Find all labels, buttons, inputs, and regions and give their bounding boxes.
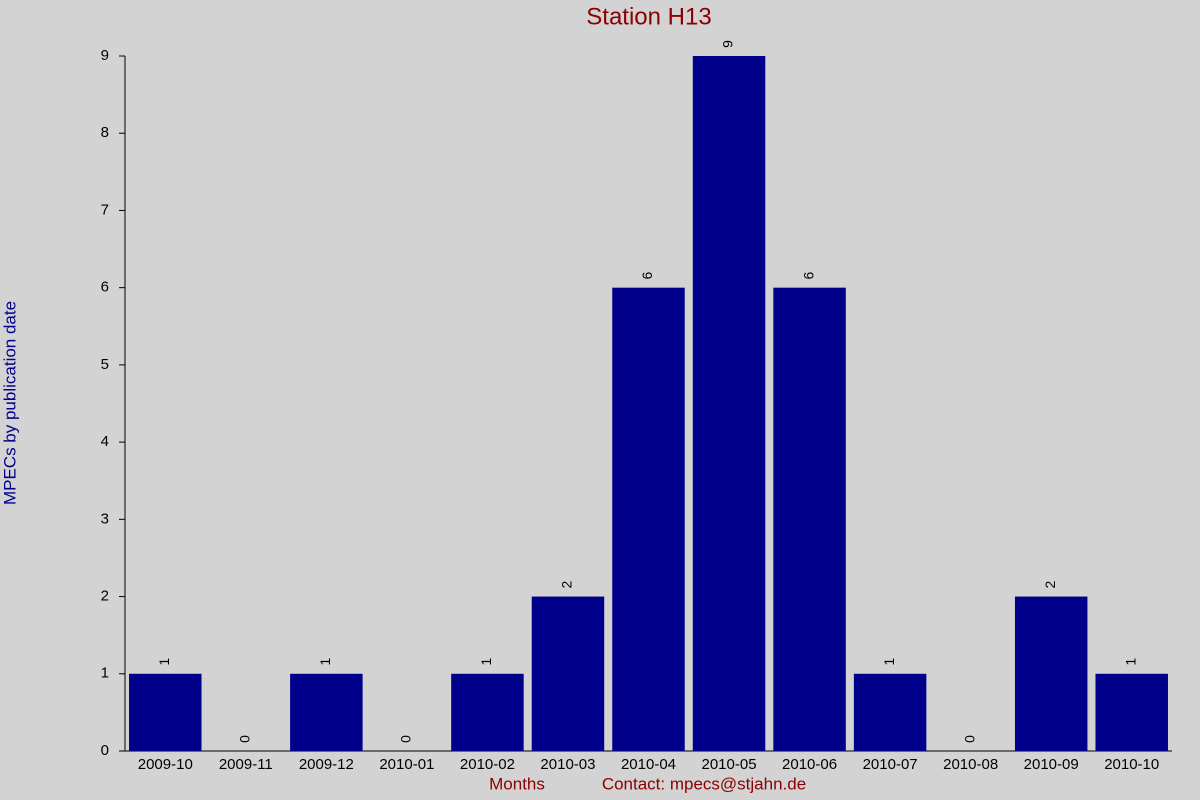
data-label: 6 <box>639 272 655 280</box>
y-tick-label: 2 <box>101 588 109 605</box>
x-tick-label: 2010-04 <box>621 756 676 773</box>
x-tick-label: 2010-02 <box>460 756 515 773</box>
bar <box>129 673 202 751</box>
bar <box>612 287 685 751</box>
y-axis-label: MPECs by publication date <box>0 301 19 505</box>
y-tick-label: 9 <box>101 47 109 64</box>
data-label: 2 <box>1042 580 1058 588</box>
data-label: 9 <box>720 40 736 48</box>
data-label: 0 <box>398 735 414 743</box>
chart-title: Station H13 <box>586 3 711 30</box>
data-label: 6 <box>800 272 816 280</box>
y-tick-label: 3 <box>101 510 109 527</box>
x-tick-label: 2010-07 <box>863 756 918 773</box>
data-label: 1 <box>156 658 172 666</box>
data-label: 1 <box>1122 658 1138 666</box>
y-tick-label: 4 <box>101 433 109 450</box>
data-label: 0 <box>237 735 253 743</box>
data-label: 0 <box>961 735 977 743</box>
bar <box>692 56 766 751</box>
bar <box>773 287 846 751</box>
contact-note: Contact: mpecs@stjahn.de <box>602 774 806 793</box>
bar <box>531 596 605 751</box>
bar <box>1014 596 1088 751</box>
x-tick-label: 2010-05 <box>702 756 757 773</box>
x-tick-label: 2009-11 <box>219 756 273 773</box>
y-tick-label: 0 <box>101 742 109 759</box>
x-tick-label: 2010-03 <box>540 756 595 773</box>
bar <box>1095 673 1168 751</box>
bar <box>853 673 927 751</box>
x-axis-label: Months <box>489 774 545 793</box>
x-tick-label: 2010-06 <box>782 756 837 773</box>
x-tick-label: 2010-01 <box>379 756 434 773</box>
y-tick-label: 6 <box>101 279 109 296</box>
data-label: 1 <box>478 658 494 666</box>
x-tick-label: 2009-10 <box>138 756 193 773</box>
y-tick-label: 8 <box>101 124 109 141</box>
data-label: 1 <box>881 658 897 666</box>
y-tick-label: 7 <box>101 201 109 218</box>
data-label: 1 <box>317 658 333 666</box>
bar <box>451 673 524 751</box>
x-tick-label: 2009-12 <box>299 756 354 773</box>
x-tick-label: 2010-09 <box>1024 756 1079 773</box>
y-tick-label: 1 <box>101 665 109 682</box>
data-label: 2 <box>559 580 575 588</box>
y-tick-label: 5 <box>101 356 109 373</box>
x-tick-label: 2010-08 <box>943 756 998 773</box>
bar <box>290 673 363 751</box>
x-tick-label: 2010-10 <box>1104 756 1159 773</box>
